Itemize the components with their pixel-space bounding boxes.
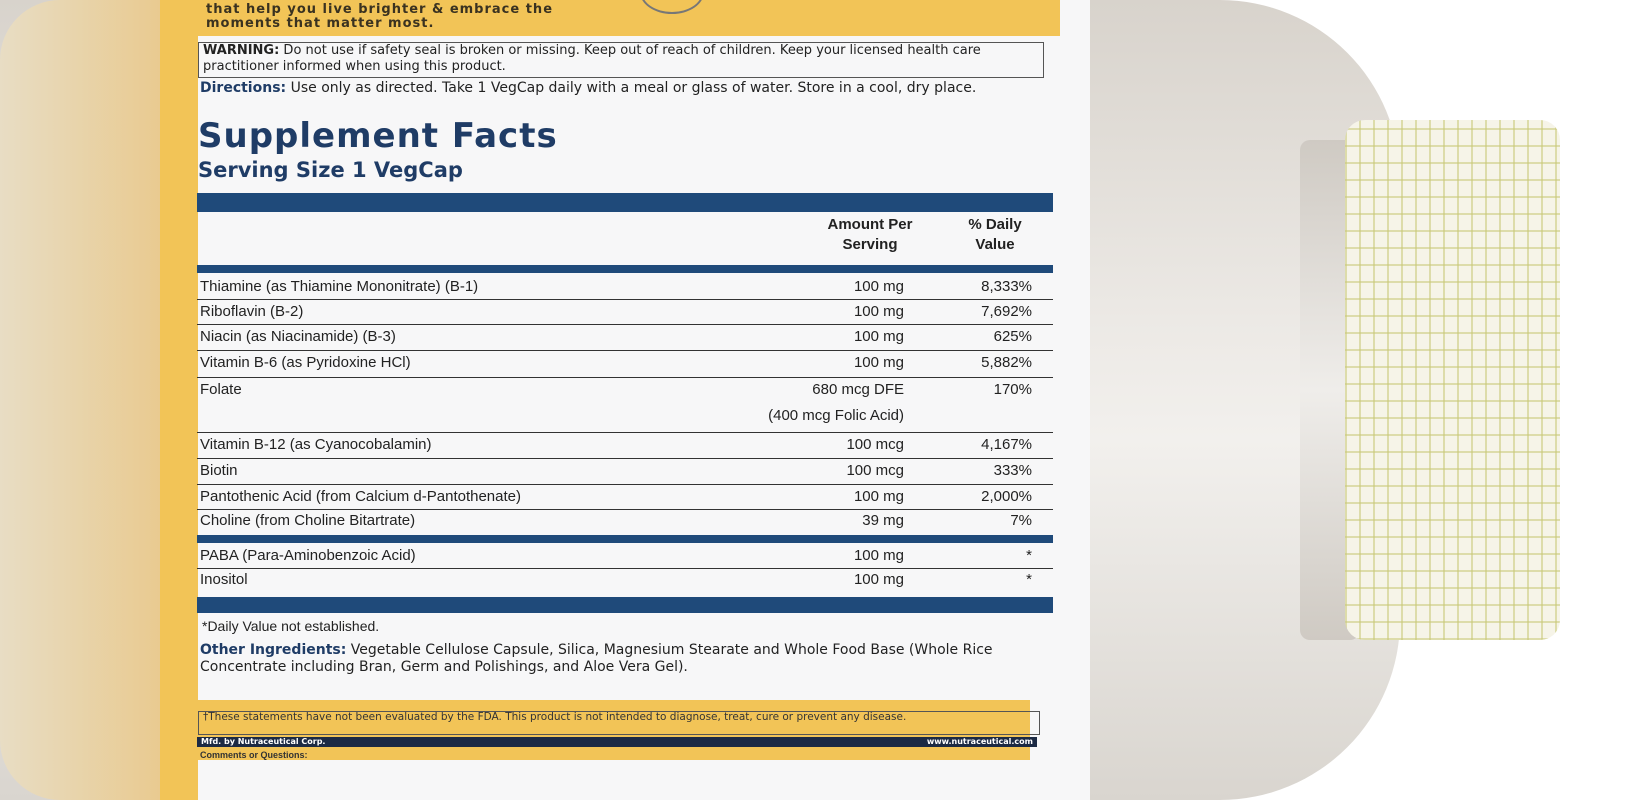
directions-text: Use only as directed. Take 1 VegCap dail… — [286, 80, 977, 96]
divider-bar — [197, 597, 1053, 613]
directions-label: Directions: — [200, 80, 287, 96]
nutrient-name: Vitamin B-12 (as Cyanocobalamin) — [200, 436, 432, 453]
footnote: *Daily Value not established. — [202, 618, 380, 634]
manufacturer-bar: Mfd. by Nutraceutical Corp. www.nutraceu… — [197, 737, 1037, 747]
fda-disclaimer: †These statements have not been evaluate… — [198, 711, 1040, 735]
row-divider — [197, 484, 1053, 485]
nutrient-dv: 5,882% — [981, 354, 1032, 371]
row-divider — [197, 324, 1053, 325]
nutrient-amount: 100 mg — [853, 303, 904, 320]
col-amount-header: Amount Per Serving — [827, 216, 913, 253]
comments: Comments or Questions: — [200, 750, 308, 760]
manufacturer: Mfd. by Nutraceutical Corp. — [201, 737, 326, 746]
tagline-line: that help you live brighter & embrace th… — [206, 2, 554, 17]
bottle-contents — [0, 0, 170, 800]
nutrient-name: PABA (Para-Aminobenzoic Acid) — [200, 547, 416, 564]
nutrient-name: Riboflavin (B-2) — [200, 303, 304, 320]
nutrient-amount: 100 mcg — [846, 436, 904, 453]
row-divider — [197, 377, 1053, 378]
label — [160, 0, 1090, 800]
nutrient-amount: 100 mcg — [846, 462, 904, 479]
warning-box: WARNING: Do not use if safety seal is br… — [198, 42, 1044, 78]
nutrient-amount: 680 mcg DFE — [812, 381, 904, 398]
nutrient-amount: 100 mg — [853, 328, 904, 345]
directions: Directions: Use only as directed. Take 1… — [200, 80, 1040, 96]
divider-bar — [197, 193, 1053, 212]
nutrient-dv: 4,167% — [981, 436, 1032, 453]
other-text: Vegetable Cellulose Capsule, Silica, Mag… — [200, 642, 993, 675]
row-divider — [197, 509, 1053, 510]
yellow-stripe — [160, 0, 198, 800]
tagline-line: moments that matter most. — [206, 16, 435, 31]
row-divider — [197, 350, 1053, 351]
col-dv-header: % Daily Value — [968, 216, 1022, 253]
warning-label: WARNING: — [203, 43, 280, 58]
nutrient-name: Niacin (as Niacinamide) (B-3) — [200, 328, 396, 345]
website: www.nutraceutical.com — [926, 737, 1033, 746]
facts-title: Supplement Facts — [198, 116, 558, 156]
yellow-band-bottom — [160, 700, 1030, 760]
other-ingredients: Other Ingredients: Vegetable Cellulose C… — [200, 642, 1040, 676]
other-label: Other Ingredients: — [200, 642, 347, 658]
nutrient-name: Inositol — [200, 571, 248, 588]
warning-text: Do not use if safety seal is broken or m… — [203, 43, 981, 74]
serving-size: Serving Size 1 VegCap — [198, 158, 463, 182]
nutrient-name: Folate — [200, 381, 242, 398]
row-divider — [197, 299, 1053, 300]
divider-bar — [197, 265, 1053, 273]
nutrient-dv: * — [1026, 571, 1032, 588]
tagline: that help you live brighter & embrace th… — [206, 3, 553, 31]
nutrient-amount: 39 mg — [862, 512, 904, 529]
nutrient-amount: 100 mg — [853, 547, 904, 564]
fda-text: †These statements have not been evaluate… — [203, 711, 907, 723]
nutrient-dv: 170% — [993, 381, 1032, 398]
nutrient-dv: 625% — [993, 328, 1032, 345]
nutrient-amount-detail: (400 mcg Folic Acid) — [768, 407, 904, 424]
row-divider — [197, 568, 1053, 569]
nutrient-name: Biotin — [200, 462, 238, 479]
nutrient-amount: 100 mg — [853, 571, 904, 588]
nutrient-amount: 100 mg — [853, 488, 904, 505]
yellow-band-top — [160, 0, 1060, 36]
nutrient-dv: 333% — [993, 462, 1032, 479]
nutrient-dv: 7,692% — [981, 303, 1032, 320]
nutrient-amount: 100 mg — [853, 278, 904, 295]
nutrient-amount: 100 mg — [853, 354, 904, 371]
row-divider — [197, 432, 1053, 433]
nutrient-name: Vitamin B-6 (as Pyridoxine HCl) — [200, 354, 411, 371]
nutrient-dv: 7% — [1010, 512, 1032, 529]
bottle-cap — [1345, 120, 1560, 640]
nutrient-name: Thiamine (as Thiamine Mononitrate) (B-1) — [200, 278, 479, 295]
nutrient-name: Choline (from Choline Bitartrate) — [200, 512, 416, 529]
nutrient-dv: 2,000% — [981, 488, 1032, 505]
nutrient-dv: 8,333% — [981, 278, 1032, 295]
nutrient-dv: * — [1026, 547, 1032, 564]
nutrient-name: Pantothenic Acid (from Calcium d-Pantoth… — [200, 488, 521, 505]
row-divider — [197, 458, 1053, 459]
divider-bar — [197, 535, 1053, 543]
